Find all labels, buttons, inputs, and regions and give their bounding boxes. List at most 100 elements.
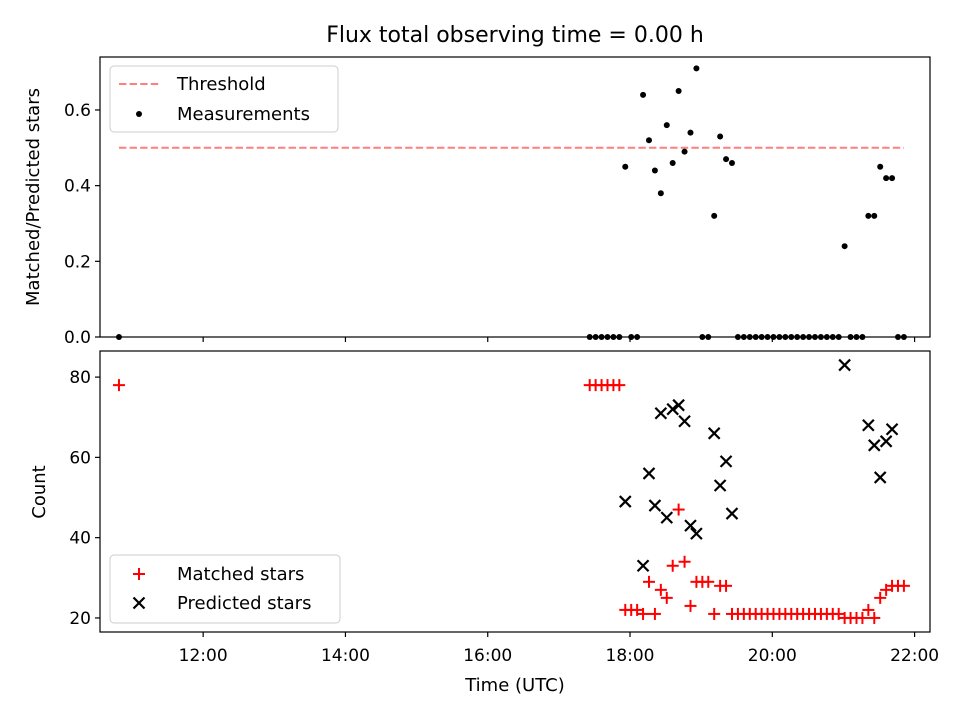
top-y-axis-label: Matched/Predicted stars [23,88,44,306]
x-tick-label: 22:00 [890,646,939,666]
predicted-star-point-b [838,358,851,372]
predicted-star-point [648,499,662,512]
measurement-point [871,212,878,219]
predicted-star-point-b [642,467,656,480]
measurement-point [687,129,694,136]
measurement-point [663,122,670,129]
measurement-point [681,148,688,155]
legend-predicted-swatch [132,596,146,610]
predicted-star-point-b [690,527,703,540]
predicted-star-point [725,507,739,520]
bottom-legend: Matched stars Predicted stars [109,554,341,624]
measurement-point [651,167,658,174]
predicted-star-point [684,519,697,532]
top-legend: Threshold Measurements [109,65,339,133]
legend-measurements-label: Measurements [177,104,310,125]
bottom-axes-frame [99,350,931,633]
predicted-star-point-b [873,471,887,484]
measurement-point [640,91,647,98]
predicted-star-point [879,435,893,448]
matched-star-point [720,579,733,592]
matched-star-point [897,579,910,592]
measurement-point [883,175,890,182]
predicted-star-point [660,511,674,524]
chart-title: Flux total observing time = 0.00 h [326,23,704,48]
predicted-star-point [678,414,691,428]
legend-threshold-label: Threshold [176,74,266,95]
bottom-y-tick-label: 60 [69,448,91,468]
matched-star-point [660,591,673,604]
predicted-star-point-b [654,406,668,420]
measurement-point [657,190,664,197]
measurement-point [711,212,718,219]
legend-matched-label: Matched stars [177,564,304,585]
measurement-point [877,163,884,170]
matched-star-point [642,575,655,588]
bottom-y-axis-label: Count [29,465,50,518]
predicted-star-point-b [879,435,893,448]
measurement-point [717,133,724,140]
x-tick-label: 16:00 [463,646,512,666]
predicted-star-point [654,406,668,420]
predicted-star-point [618,495,632,508]
bottom-axes: 20 40 60 80 12:00 14:00 16:00 18:00 20:00 22:00 Ma… [69,350,939,666]
matched-star-point [862,603,875,616]
predicted-star-point-b [867,439,881,452]
measurement-point [645,137,652,144]
predicted-star-point-b [713,479,727,492]
top-axes-frame [99,56,931,338]
matched-star-point [702,575,715,588]
legend-matched-swatch [133,568,145,580]
top-y-tick-label: 0.0 [64,328,91,348]
predicted-star-point-b [885,423,899,436]
x-tick-label: 14:00 [321,646,370,666]
predicted-star-point-b [719,455,733,468]
predicted-star-point-b [725,507,739,520]
predicted-star-point-b [707,427,721,440]
predicted-star-point-b [678,414,691,428]
matched-star-point [678,555,691,568]
matched-star-point [637,607,650,620]
measurement-point [693,65,700,72]
legend-predicted-label: Predicted stars [177,593,311,614]
predicted-star-point-b [684,519,697,532]
predicted-star-point [838,358,851,372]
predicted-star-point-b [618,495,632,508]
bottom-y-tick-label: 40 [69,529,91,549]
bottom-legend-box [109,554,341,624]
predicted-star-point-b [862,418,875,432]
matched-star-point [874,591,887,604]
matched-star-point [112,379,125,392]
predicted-star-point [885,423,899,436]
x-tick-label: 18:00 [606,646,655,666]
top-axes: 0.0 0.2 0.4 0.6 Threshold Measurements [64,56,931,348]
measurement-point [669,159,676,166]
measurement-point [841,243,848,250]
measurement-point [675,88,682,95]
predicted-star-point-b [648,499,662,512]
measurement-point [723,156,730,163]
predicted-star-point [713,479,727,492]
predicted-star-point [707,427,721,440]
top-y-tick-label: 0.2 [64,252,91,272]
bottom-y-tick-label: 20 [69,609,91,629]
x-tick-label: 12:00 [179,646,228,666]
predicted-star-point-b [660,511,674,524]
predicted-star-point-b [666,402,679,416]
predicted-star-point [873,471,887,484]
x-axis-label: Time (UTC) [464,675,565,696]
measurement-point [622,163,629,170]
matched-star-point [648,607,661,620]
predicted-star-point [719,455,733,468]
predicted-star-point [690,527,703,540]
predicted-star-point [636,559,650,573]
measurement-point [728,159,735,166]
matched-star-point [613,379,626,392]
predicted-star-point [642,467,656,480]
matched-star-point [868,611,881,624]
top-y-tick-label: 0.4 [64,177,91,197]
matched-star-point [708,607,721,620]
predicted-star-point-b [636,559,650,573]
matched-star-point [666,559,679,572]
legend-predicted-swatch-b [132,596,146,610]
